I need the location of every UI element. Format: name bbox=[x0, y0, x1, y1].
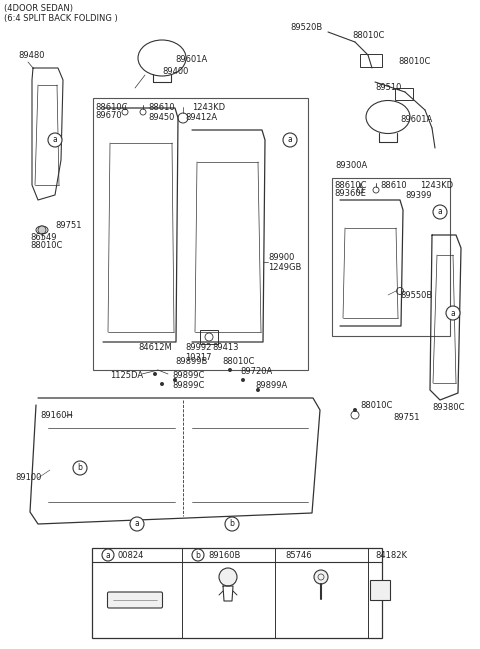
Text: 89900: 89900 bbox=[268, 254, 294, 262]
Text: b: b bbox=[78, 463, 83, 472]
Text: 88610: 88610 bbox=[380, 182, 407, 191]
Bar bbox=[370, 580, 390, 600]
Bar bbox=[92, 548, 382, 638]
Bar bbox=[200, 330, 218, 344]
Text: 89601A: 89601A bbox=[400, 116, 432, 125]
Circle shape bbox=[314, 570, 328, 584]
Text: 89400: 89400 bbox=[162, 66, 188, 75]
Circle shape bbox=[241, 378, 245, 382]
Text: 89992: 89992 bbox=[185, 343, 211, 352]
Text: 10317: 10317 bbox=[185, 352, 212, 361]
Text: 89160H: 89160H bbox=[40, 411, 73, 419]
Circle shape bbox=[219, 568, 237, 586]
Text: a: a bbox=[438, 208, 443, 217]
Circle shape bbox=[153, 372, 157, 376]
Text: 1243KD: 1243KD bbox=[192, 103, 225, 112]
Text: 84612M: 84612M bbox=[138, 343, 172, 352]
Text: 89412A: 89412A bbox=[185, 114, 217, 123]
Text: 85746: 85746 bbox=[285, 550, 312, 559]
Text: 89550B: 89550B bbox=[400, 291, 432, 299]
Text: (4DOOR SEDAN): (4DOOR SEDAN) bbox=[4, 5, 73, 14]
Text: 89899C: 89899C bbox=[172, 371, 204, 380]
Text: 88010C: 88010C bbox=[352, 32, 384, 40]
Text: 89601A: 89601A bbox=[175, 56, 207, 64]
Circle shape bbox=[192, 549, 204, 561]
Bar bbox=[332, 178, 450, 336]
Text: 84182K: 84182K bbox=[375, 550, 407, 559]
Text: 89413: 89413 bbox=[212, 343, 239, 352]
Bar bbox=[360, 54, 382, 67]
Text: a: a bbox=[106, 550, 110, 559]
Text: 89751: 89751 bbox=[393, 413, 420, 422]
Circle shape bbox=[256, 388, 260, 392]
Circle shape bbox=[173, 378, 177, 382]
Text: 89751: 89751 bbox=[55, 221, 82, 230]
Text: (6:4 SPLIT BACK FOLDING ): (6:4 SPLIT BACK FOLDING ) bbox=[4, 14, 118, 23]
Text: 1249GB: 1249GB bbox=[268, 263, 301, 273]
Circle shape bbox=[283, 133, 297, 147]
Circle shape bbox=[225, 517, 239, 531]
Circle shape bbox=[353, 408, 357, 412]
Text: 1243KD: 1243KD bbox=[420, 182, 453, 191]
Text: 88010C: 88010C bbox=[30, 241, 62, 249]
FancyBboxPatch shape bbox=[108, 592, 163, 608]
Text: 86549: 86549 bbox=[30, 232, 57, 241]
Text: 89720A: 89720A bbox=[240, 367, 272, 376]
Text: 88010C: 88010C bbox=[398, 58, 431, 66]
Text: a: a bbox=[451, 308, 456, 317]
Text: 89450: 89450 bbox=[148, 114, 174, 123]
Text: 89670: 89670 bbox=[95, 110, 121, 119]
Text: 89510: 89510 bbox=[375, 84, 401, 93]
Text: 89360E: 89360E bbox=[334, 190, 366, 199]
Text: 00824: 00824 bbox=[118, 550, 144, 559]
Circle shape bbox=[73, 461, 87, 475]
Text: 88610: 88610 bbox=[148, 103, 175, 112]
Text: a: a bbox=[53, 136, 58, 145]
Text: 88610C: 88610C bbox=[334, 182, 367, 191]
Circle shape bbox=[446, 306, 460, 320]
Circle shape bbox=[38, 226, 46, 234]
Text: b: b bbox=[195, 550, 201, 559]
Circle shape bbox=[160, 382, 164, 386]
Text: 89520B: 89520B bbox=[290, 23, 322, 32]
Circle shape bbox=[48, 133, 62, 147]
Text: 88610C: 88610C bbox=[95, 103, 128, 112]
Circle shape bbox=[433, 205, 447, 219]
Text: 89300A: 89300A bbox=[335, 160, 367, 169]
Circle shape bbox=[228, 368, 232, 372]
Text: 89899B: 89899B bbox=[175, 358, 207, 367]
Text: b: b bbox=[229, 519, 234, 528]
Circle shape bbox=[102, 549, 114, 561]
Text: a: a bbox=[134, 519, 139, 528]
Circle shape bbox=[130, 517, 144, 531]
Text: 89899C: 89899C bbox=[172, 380, 204, 389]
Text: 89380C: 89380C bbox=[432, 402, 465, 411]
Bar bbox=[93, 98, 308, 370]
Text: 89160B: 89160B bbox=[208, 550, 240, 559]
Bar bbox=[395, 88, 413, 100]
Text: 89399: 89399 bbox=[405, 191, 432, 201]
Text: 89899A: 89899A bbox=[255, 380, 287, 389]
Text: 1125DA: 1125DA bbox=[110, 371, 143, 380]
Text: a: a bbox=[288, 136, 292, 145]
Text: 89480: 89480 bbox=[18, 51, 45, 60]
Text: 89100: 89100 bbox=[15, 474, 41, 482]
Text: 88010C: 88010C bbox=[360, 400, 392, 410]
Text: 88010C: 88010C bbox=[222, 358, 254, 367]
